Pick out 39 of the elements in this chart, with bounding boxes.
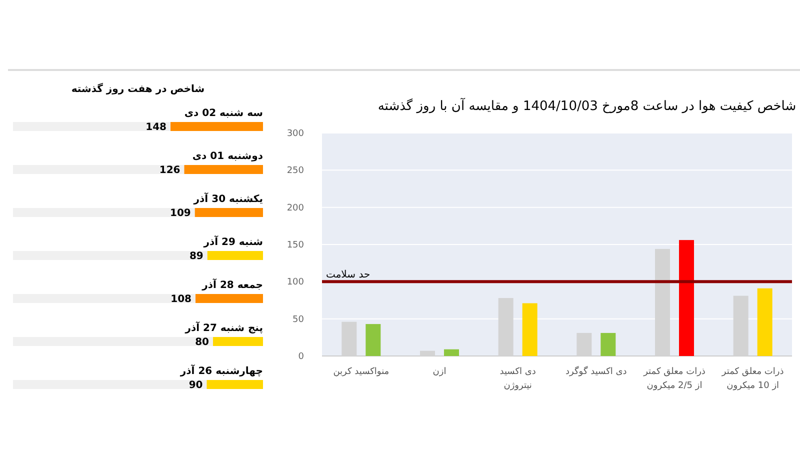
data-label: 148: [146, 122, 167, 133]
y-tick-label: 100: [286, 278, 304, 288]
bar: [207, 251, 263, 260]
data-label: 109: [170, 208, 191, 219]
x-tick-label: ازن: [432, 367, 446, 377]
y-tick-label: 200: [286, 203, 304, 214]
bar: [757, 288, 772, 356]
category-label: سه شنبه 02 دی: [184, 108, 263, 119]
ref-line-label: حد سلامت: [326, 270, 370, 281]
y-tick-label: 300: [286, 129, 304, 139]
category-label: پنج شنبه 27 آذر: [185, 323, 263, 334]
x-tick-label: ذرات معلق کمتر از 2/5 میکرون: [642, 367, 706, 391]
x-tick-label: ذرات معلق کمتر از 10 میکرون: [720, 367, 784, 391]
bar: [444, 349, 459, 356]
chart-title: شاخص در هفت روز گذشته: [71, 82, 205, 95]
bar: [600, 332, 616, 356]
data-label: 108: [170, 294, 192, 305]
data-label: 89: [189, 251, 204, 262]
bar: [206, 380, 263, 389]
y-tick-label: 150: [286, 240, 304, 250]
y-tick-label: 50: [292, 314, 304, 325]
x-tick-label: منواکسید کربن: [333, 367, 390, 377]
y-tick-label: 250: [286, 166, 304, 176]
bar: [366, 324, 381, 356]
category-label: چهارشنبه 26 آذر: [180, 366, 263, 377]
category-label: جمعه 28 آذر: [202, 280, 263, 291]
category-label: دوشنبه 01 دی: [192, 151, 263, 162]
x-tick-label: دی اکسید گوگرد: [566, 365, 627, 377]
category-label: یکشنبه 30 آذر: [194, 194, 263, 205]
bar: [213, 337, 263, 346]
bar: [522, 303, 538, 356]
data-label: 80: [195, 337, 210, 348]
y-tick-label: 0: [298, 352, 304, 362]
chart-title: شاخص کیفیت هوا در ساعت 8مورخ 1404/10/03 و مقایسه آن با روز گذشته: [378, 97, 796, 114]
x-tick-label: دی اکسید نیتروژن: [500, 367, 536, 391]
data-label: 126: [159, 165, 180, 176]
bar: [679, 240, 694, 356]
category-label: شنبه 29 آذر: [204, 237, 263, 248]
data-label: 90: [188, 380, 203, 391]
